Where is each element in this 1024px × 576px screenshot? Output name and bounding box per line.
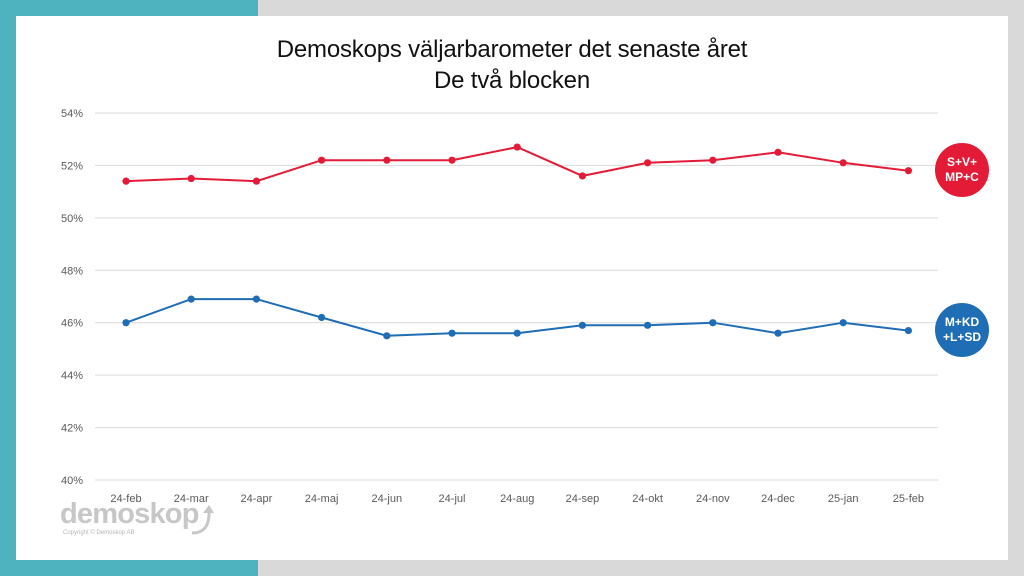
y-tick-label: 48% — [61, 265, 83, 277]
chart-title-line1: Demoskops väljarbarometer det senaste år… — [276, 36, 748, 63]
data-point — [644, 321, 652, 329]
data-point — [318, 156, 326, 164]
y-tick-label: 54% — [61, 108, 83, 120]
data-point — [774, 329, 782, 337]
data-point — [839, 159, 847, 167]
logo-wordmark: demoskop — [60, 498, 199, 530]
data-point — [578, 172, 587, 180]
data-point — [578, 321, 587, 329]
data-point — [904, 326, 913, 335]
y-tick-label: 44% — [61, 370, 83, 382]
y-tick-label: 50% — [61, 213, 83, 225]
data-point — [122, 319, 130, 327]
data-point — [252, 295, 260, 303]
x-tick-label: 25-jan — [828, 493, 859, 505]
logo-copyright: Copyright © Demoskop AB — [63, 530, 135, 536]
data-point — [187, 295, 195, 303]
x-tick-label: 24-feb — [110, 493, 141, 505]
legend-badge-red-bloc: S+V+ MP+C — [935, 143, 989, 197]
legend-badge-red-label: S+V+ MP+C — [945, 155, 979, 184]
x-tick-label: 24-aug — [500, 493, 534, 505]
data-point — [448, 156, 456, 164]
data-point — [318, 313, 326, 322]
data-point — [513, 143, 521, 151]
arrow-up-curve-icon — [191, 505, 214, 535]
x-tick-label: 24-sep — [566, 493, 600, 505]
legend-badge-blue-label: M+KD +L+SD — [942, 315, 981, 344]
x-tick-label: 24-apr — [241, 493, 273, 505]
data-point — [383, 332, 391, 340]
x-tick-label: 24-maj — [305, 493, 339, 505]
y-tick-label: 52% — [61, 160, 83, 172]
data-point — [252, 177, 260, 185]
x-tick-label: 24-okt — [632, 493, 663, 505]
data-point — [122, 177, 130, 185]
data-point — [187, 174, 195, 183]
x-tick-label: 25-feb — [893, 493, 924, 505]
x-tick-label: 24-jun — [372, 493, 403, 505]
data-point — [709, 319, 717, 327]
demoskop-logo: demoskop Copyright © Demoskop AB — [60, 498, 214, 536]
data-point — [839, 319, 847, 327]
data-point — [774, 148, 782, 156]
data-point — [644, 159, 652, 167]
legend-badge-blue-bloc: M+KD +L+SD — [935, 303, 989, 357]
chart-title: Demoskops väljarbarometer det senaste år… — [0, 34, 1024, 96]
data-point — [513, 329, 521, 337]
x-tick-label: 24-mar — [174, 493, 209, 505]
data-point — [383, 156, 391, 164]
chart-card — [16, 16, 1008, 560]
data-point — [904, 167, 913, 175]
x-tick-label: 24-jul — [439, 493, 466, 505]
data-point — [448, 329, 456, 337]
y-tick-label: 42% — [61, 423, 83, 435]
chart-title-line2: De två blocken — [434, 67, 590, 94]
x-tick-label: 24-dec — [761, 493, 795, 505]
x-tick-label: 24-nov — [696, 493, 730, 505]
y-tick-label: 40% — [61, 475, 83, 487]
data-point — [709, 156, 717, 164]
series-line — [125, 146, 909, 183]
y-tick-label: 46% — [61, 318, 83, 330]
